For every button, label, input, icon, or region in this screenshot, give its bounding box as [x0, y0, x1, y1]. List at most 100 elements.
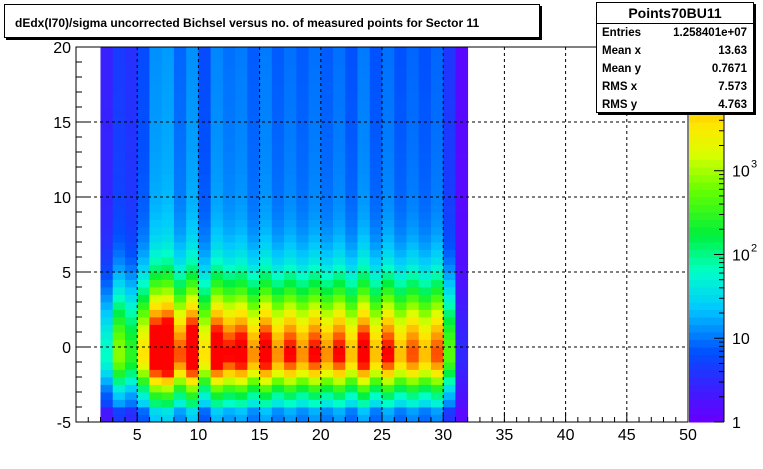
color-scale-band	[689, 309, 724, 318]
heatmap-cell	[308, 159, 322, 168]
heatmap-cell	[100, 242, 114, 250]
heatmap-cell	[418, 219, 432, 228]
heatmap-cell	[284, 257, 297, 265]
heatmap-cell	[382, 114, 395, 123]
heatmap-cell	[173, 62, 187, 70]
heatmap-cell	[284, 114, 297, 123]
heatmap-cell	[345, 84, 358, 93]
heatmap-cell	[271, 227, 285, 235]
z-tick-exponent: 2	[751, 242, 757, 254]
heatmap-cell	[259, 212, 273, 220]
heatmap-cell	[394, 407, 407, 415]
heatmap-cell	[186, 137, 199, 145]
heatmap-cell	[406, 152, 420, 160]
heatmap-cell	[124, 197, 138, 205]
heatmap-cell	[320, 152, 334, 160]
heatmap-cell	[443, 219, 456, 228]
heatmap-cell	[308, 317, 322, 325]
heatmap-cell	[296, 347, 309, 355]
heatmap-cell	[235, 204, 248, 213]
heatmap-cell	[186, 227, 199, 235]
heatmap-cell	[455, 249, 469, 258]
heatmap-cell	[394, 219, 407, 228]
heatmap-cell	[406, 107, 420, 115]
heatmap-cell	[137, 54, 150, 63]
heatmap-cell	[455, 54, 469, 63]
color-scale-band	[689, 167, 724, 175]
heatmap-cell	[394, 399, 407, 408]
heatmap-cell	[210, 302, 224, 310]
heatmap-cell	[418, 392, 432, 400]
heatmap-cell	[137, 62, 150, 70]
heatmap-cell	[222, 294, 236, 303]
heatmap-cell	[222, 407, 236, 415]
heatmap-cell	[320, 84, 334, 93]
heatmap-cell	[418, 324, 432, 333]
heatmap-cell	[357, 257, 371, 265]
heatmap-cell	[333, 287, 346, 295]
heatmap-cell	[308, 309, 322, 318]
heatmap-cell	[137, 332, 150, 340]
heatmap-cell	[112, 332, 126, 340]
heatmap-cell	[369, 122, 383, 130]
color-scale-band	[689, 137, 724, 145]
heatmap-cell	[418, 47, 432, 55]
heatmap-cell	[284, 384, 297, 393]
heatmap-cell	[271, 369, 285, 378]
heatmap-cell	[100, 302, 114, 310]
heatmap-cell	[247, 249, 260, 258]
heatmap-cell	[161, 369, 175, 378]
heatmap-cell	[418, 62, 432, 70]
heatmap-cell	[357, 159, 371, 168]
heatmap-cell	[443, 107, 456, 115]
heatmap-cell	[394, 107, 407, 115]
z-tick-label: 1	[732, 415, 741, 432]
heatmap-cell	[382, 324, 395, 333]
heatmap-cell	[137, 92, 150, 100]
heatmap-cell	[173, 339, 187, 348]
stats-value: 4.763	[718, 99, 747, 111]
heatmap-cell	[406, 287, 420, 295]
heatmap-cell	[100, 152, 114, 160]
heatmap-cell	[247, 137, 260, 145]
heatmap-cell	[357, 332, 371, 340]
heatmap-cell	[173, 279, 187, 288]
heatmap-cell	[418, 167, 432, 175]
heatmap-cell	[394, 62, 407, 70]
heatmap-cell	[357, 62, 371, 70]
heatmap-cell	[210, 144, 224, 153]
heatmap-cell	[271, 62, 285, 70]
heatmap-cell	[345, 174, 358, 183]
heatmap-cell	[259, 279, 273, 288]
heatmap-cell	[222, 69, 236, 78]
heatmap-cell	[186, 77, 199, 85]
color-scale-band	[689, 129, 724, 138]
x-tick-label: 30	[434, 427, 452, 444]
heatmap-cell	[100, 377, 114, 385]
heatmap-cell	[418, 272, 432, 280]
heatmap-cell	[271, 234, 285, 243]
heatmap-cell	[320, 189, 334, 198]
heatmap-cell	[369, 347, 383, 355]
heatmap-cell	[455, 414, 469, 423]
heatmap-cell	[259, 159, 273, 168]
heatmap-cell	[430, 174, 444, 183]
heatmap-cell	[296, 92, 309, 100]
heatmap-cell	[137, 399, 150, 408]
heatmap-cell	[418, 339, 432, 348]
heatmap-cell	[345, 384, 358, 393]
heatmap-cell	[308, 219, 322, 228]
heatmap-cell	[382, 339, 395, 348]
heatmap-cell	[308, 99, 322, 108]
heatmap-cell	[455, 69, 469, 78]
heatmap-cell	[222, 174, 236, 183]
color-scale-band	[689, 287, 724, 295]
heatmap-cell	[406, 302, 420, 310]
heatmap-cell	[235, 92, 248, 100]
heatmap-cell	[369, 272, 383, 280]
heatmap-cell	[100, 167, 114, 175]
heatmap-cell	[271, 309, 285, 318]
heatmap-cell	[247, 212, 260, 220]
heatmap-cell	[112, 227, 126, 235]
